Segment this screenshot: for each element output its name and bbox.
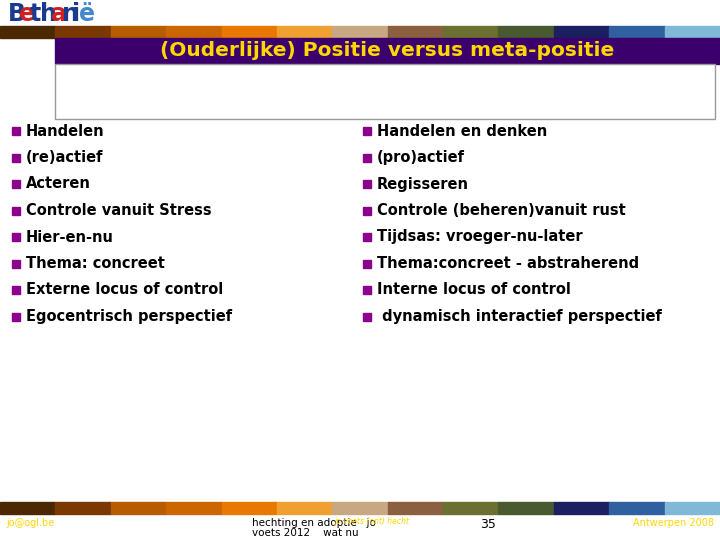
Bar — [363, 286, 371, 294]
Text: Interne locus of control: Interne locus of control — [377, 282, 571, 298]
Bar — [12, 206, 20, 214]
Bar — [55, 26, 111, 38]
Text: 35: 35 — [480, 518, 496, 531]
Bar — [609, 502, 665, 514]
Bar — [166, 502, 222, 514]
Bar — [443, 502, 498, 514]
Bar — [363, 180, 371, 188]
Bar — [333, 26, 387, 38]
Text: voets 2012    wat nu: voets 2012 wat nu — [252, 528, 359, 538]
Bar — [55, 64, 715, 119]
Text: Thema: concreet: Thema: concreet — [26, 256, 165, 271]
Text: Regisseren: Regisseren — [377, 177, 469, 192]
Bar — [363, 127, 371, 135]
Bar — [443, 26, 498, 38]
Bar — [498, 502, 554, 514]
Bar — [387, 26, 443, 38]
Bar — [222, 26, 277, 38]
Bar — [12, 233, 20, 241]
Text: (pro)actief: (pro)actief — [377, 150, 465, 165]
Bar — [55, 502, 111, 514]
Text: ë: ë — [79, 2, 95, 26]
Text: Externe locus of control: Externe locus of control — [26, 282, 223, 298]
Bar — [111, 26, 166, 38]
Bar — [277, 26, 333, 38]
Text: hechting en adoptie   jo: hechting en adoptie jo — [252, 518, 376, 528]
Text: Controle (beheren)vanuit rust: Controle (beheren)vanuit rust — [377, 203, 626, 218]
Bar — [363, 233, 371, 241]
Bar — [111, 502, 166, 514]
Bar — [554, 502, 609, 514]
Text: Hier-en-nu: Hier-en-nu — [26, 230, 114, 245]
Bar — [55, 38, 720, 64]
Text: (re)actief: (re)actief — [26, 150, 104, 165]
Text: Tijdsas: vroeger-nu-later: Tijdsas: vroeger-nu-later — [377, 230, 582, 245]
Text: Controle vanuit Stress: Controle vanuit Stress — [26, 203, 212, 218]
Bar — [222, 502, 277, 514]
Text: B: B — [8, 2, 26, 26]
Text: Acteren: Acteren — [26, 177, 91, 192]
Bar — [12, 127, 20, 135]
Bar — [0, 26, 55, 38]
Text: jo voets (ont) hecht: jo voets (ont) hecht — [335, 517, 410, 526]
Bar — [498, 26, 554, 38]
Bar — [0, 502, 55, 514]
Bar — [277, 502, 333, 514]
Bar — [12, 153, 20, 161]
Text: a: a — [51, 2, 67, 26]
Bar — [12, 286, 20, 294]
Bar — [12, 260, 20, 267]
Bar — [166, 26, 222, 38]
Bar — [609, 26, 665, 38]
Text: Handelen: Handelen — [26, 124, 104, 138]
Bar — [363, 153, 371, 161]
Text: h: h — [40, 2, 58, 26]
Text: Antwerpen 2008: Antwerpen 2008 — [633, 518, 714, 528]
Bar — [387, 502, 443, 514]
Bar — [12, 313, 20, 321]
Bar — [333, 502, 387, 514]
Text: n: n — [61, 2, 78, 26]
Bar — [363, 206, 371, 214]
Bar — [665, 502, 720, 514]
Text: dynamisch interactief perspectief: dynamisch interactief perspectief — [377, 309, 662, 324]
Text: Thema:concreet - abstraherend: Thema:concreet - abstraherend — [377, 256, 639, 271]
Bar — [665, 26, 720, 38]
Text: t: t — [30, 2, 41, 26]
Bar — [363, 260, 371, 267]
Text: i: i — [72, 2, 80, 26]
Bar — [554, 26, 609, 38]
Bar — [12, 180, 20, 188]
Text: Handelen en denken: Handelen en denken — [377, 124, 547, 138]
Text: (Ouderlijke) Positie versus meta-positie: (Ouderlijke) Positie versus meta-positie — [161, 42, 615, 60]
Bar — [363, 313, 371, 321]
Text: e: e — [19, 2, 35, 26]
Text: Egocentrisch perspectief: Egocentrisch perspectief — [26, 309, 232, 324]
Text: jo@ogl.be: jo@ogl.be — [6, 518, 54, 528]
